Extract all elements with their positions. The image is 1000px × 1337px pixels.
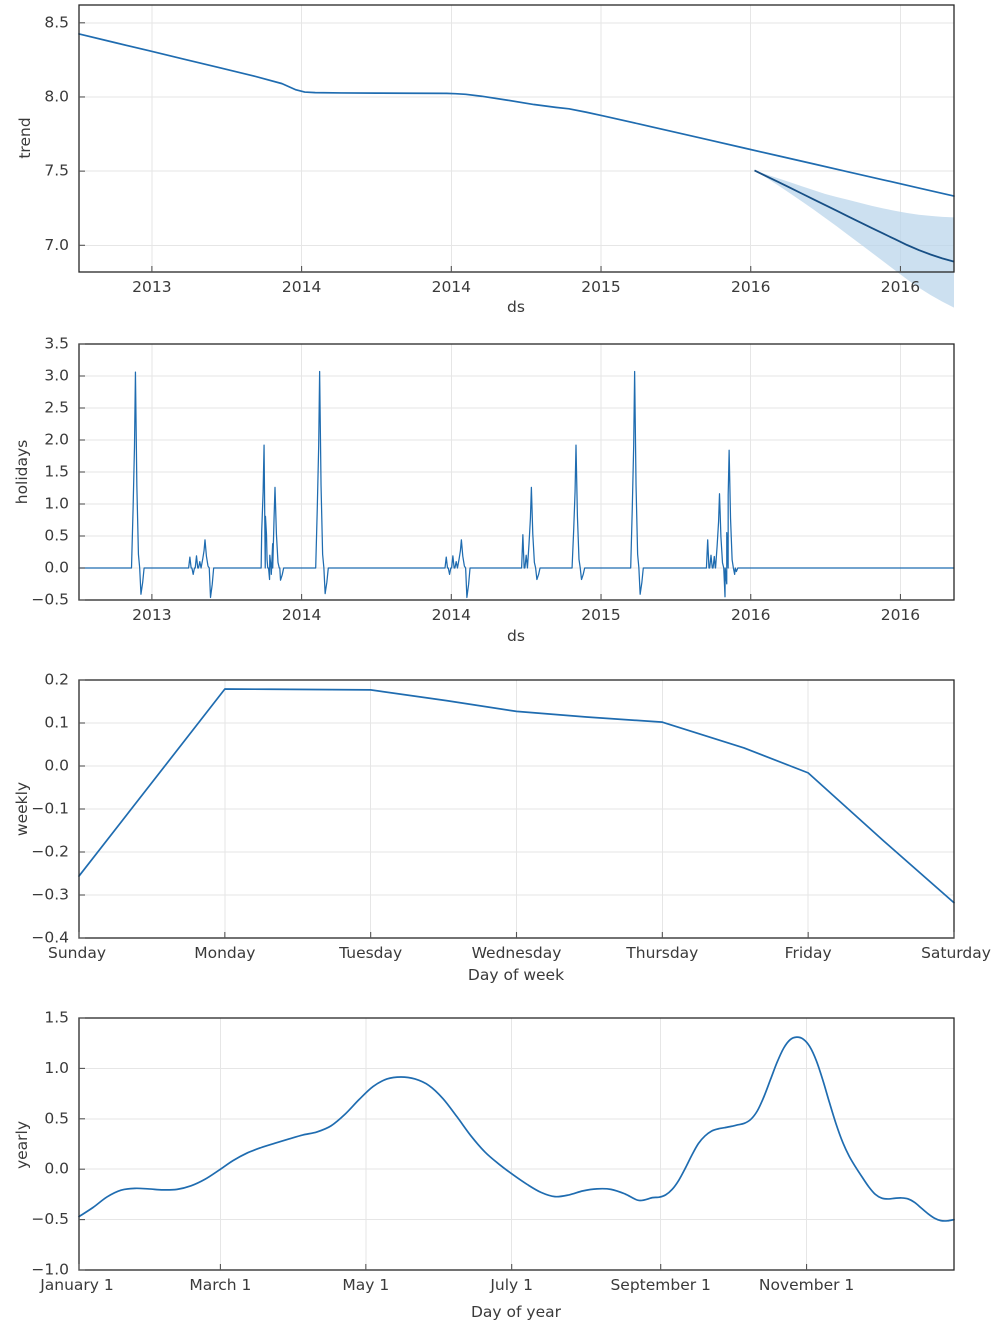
y-tick-label: −0.5 bbox=[31, 591, 69, 609]
y-tick-label: 7.5 bbox=[44, 162, 69, 180]
y-tick-label: 1.5 bbox=[44, 463, 69, 481]
holidays-yaxis-title: holidays bbox=[13, 440, 31, 505]
x-tick-label: 2015 bbox=[581, 278, 620, 296]
x-tick-label: 2016 bbox=[731, 606, 770, 624]
x-tick-label: Wednesday bbox=[472, 944, 562, 962]
x-tick-label: November 1 bbox=[759, 1276, 854, 1294]
y-tick-label: −0.1 bbox=[31, 800, 69, 818]
y-tick-label: 2.0 bbox=[44, 431, 69, 449]
y-tick-label: 0.0 bbox=[44, 1160, 69, 1178]
forecast-center-line bbox=[754, 169, 955, 263]
x-tick-label: September 1 bbox=[610, 1276, 710, 1294]
yearly-yaxis-title: yearly bbox=[13, 1121, 31, 1169]
x-tick-label: Tuesday bbox=[338, 944, 402, 962]
weekly-gridlines bbox=[79, 680, 954, 938]
x-tick-label: May 1 bbox=[342, 1276, 389, 1294]
y-tick-label: 8.5 bbox=[44, 13, 69, 31]
holidays-chart: −0.50.00.51.01.52.02.53.03.5 2013 2014 201… bbox=[13, 335, 955, 645]
x-tick-label: 2014 bbox=[282, 606, 321, 624]
y-tick-label: −0.4 bbox=[31, 929, 69, 947]
trend-chart: 7.0 7.5 8.0 8.5 2013 2014 2014 2015 2016 2016 ds… bbox=[16, 4, 955, 316]
yearly-series-line bbox=[78, 1036, 955, 1222]
x-tick-label: 2016 bbox=[731, 278, 770, 296]
y-tick-label: 0.0 bbox=[44, 559, 69, 577]
weekly-xaxis-title: Day of week bbox=[468, 966, 564, 984]
trend-xaxis-title: ds bbox=[507, 298, 525, 316]
x-tick-label: Sunday bbox=[48, 944, 106, 962]
holidays-y-tick-labels: −0.5 0.0 0.5 1.0 1.5 2.0 2.5 3.0 3.5 bbox=[31, 335, 69, 609]
weekly-tick-marks bbox=[78, 679, 955, 939]
x-tick-label: 2014 bbox=[282, 278, 321, 296]
weekly-yaxis-title: weekly bbox=[13, 782, 31, 836]
weekly-panel: −0.4 −0.3 −0.2 −0.1 0.0 0.1 0.2 Sunday Monday Tu… bbox=[0, 655, 1000, 995]
x-tick-label: Saturday bbox=[921, 944, 991, 962]
x-tick-label: Thursday bbox=[625, 944, 698, 962]
trend-uncertainty-band bbox=[754, 170, 954, 308]
y-tick-label: 8.0 bbox=[44, 87, 69, 105]
weekly-chart: −0.4 −0.3 −0.2 −0.1 0.0 0.1 0.2 Sunday Monday Tu… bbox=[13, 671, 991, 985]
y-tick-label: −0.5 bbox=[31, 1210, 69, 1228]
x-tick-label: 2013 bbox=[132, 606, 171, 624]
y-tick-label: 2.5 bbox=[44, 399, 69, 417]
yearly-xaxis-title: Day of year bbox=[471, 1303, 562, 1321]
x-tick-label: July 1 bbox=[489, 1276, 533, 1294]
x-tick-label: 2014 bbox=[432, 278, 471, 296]
trend-panel: 7.0 7.5 8.0 8.5 2013 2014 2014 2015 2016 2016 ds… bbox=[0, 0, 1000, 320]
trend-yaxis-title: trend bbox=[16, 117, 34, 158]
trend-x-tick-labels: 2013 2014 2014 2015 2016 2016 bbox=[132, 278, 920, 296]
y-tick-label: 0.5 bbox=[44, 1109, 69, 1127]
holidays-panel: −0.5 0.0 0.5 1.0 1.5 2.0 2.5 3.0 3.5 2013 2014 201… bbox=[0, 320, 1000, 655]
y-tick-label: 1.0 bbox=[44, 495, 69, 513]
trend-axes-frame bbox=[78, 4, 955, 273]
y-tick-label: 0.1 bbox=[44, 714, 69, 732]
holidays-tick-marks bbox=[79, 343, 902, 601]
holidays-xaxis-title: ds bbox=[507, 627, 525, 645]
x-tick-label: 2016 bbox=[881, 606, 920, 624]
trend-y-tick-labels: 7.0 7.5 8.0 8.5 bbox=[44, 13, 69, 254]
trend-gridlines bbox=[79, 5, 954, 272]
y-tick-label: 0.5 bbox=[44, 527, 69, 545]
x-tick-label: March 1 bbox=[189, 1276, 251, 1294]
x-tick-label: Monday bbox=[194, 944, 255, 962]
holidays-x-tick-labels: 2013 2014 2014 2015 2016 2016 bbox=[132, 606, 920, 624]
y-tick-label: 1.0 bbox=[44, 1059, 69, 1077]
yearly-gridlines bbox=[79, 1018, 954, 1270]
trend-tick-marks bbox=[79, 22, 902, 272]
yearly-axes-frame bbox=[78, 1017, 955, 1271]
trend-series-line bbox=[78, 33, 955, 197]
x-tick-label: Friday bbox=[785, 944, 832, 962]
y-tick-label: −0.2 bbox=[31, 843, 69, 861]
y-tick-label: 7.0 bbox=[44, 236, 69, 254]
weekly-x-tick-labels: Sunday Monday Tuesday Wednesday Thursday Frid… bbox=[48, 944, 991, 962]
y-tick-label: 0.0 bbox=[44, 757, 69, 775]
x-tick-label: 2014 bbox=[432, 606, 471, 624]
holidays-gridlines bbox=[79, 344, 954, 600]
x-tick-label: 2015 bbox=[581, 606, 620, 624]
yearly-tick-marks bbox=[78, 1017, 808, 1271]
weekly-y-tick-labels: −0.4 −0.3 −0.2 −0.1 0.0 0.1 0.2 bbox=[31, 671, 69, 947]
holidays-series-line bbox=[78, 370, 955, 599]
y-tick-label: 0.2 bbox=[44, 671, 69, 689]
y-tick-label: −0.3 bbox=[31, 886, 69, 904]
x-tick-label: January 1 bbox=[39, 1276, 114, 1294]
x-tick-label: 2013 bbox=[132, 278, 171, 296]
weekly-series-line bbox=[78, 688, 955, 904]
yearly-panel: −1.0 −0.5 0.0 0.5 1.0 1.5 January 1 March 1 May… bbox=[0, 995, 1000, 1337]
yearly-y-tick-labels: −1.0 −0.5 0.0 0.5 1.0 1.5 bbox=[31, 1009, 69, 1279]
x-tick-label: 2016 bbox=[881, 278, 920, 296]
yearly-x-tick-labels: January 1 March 1 May 1 July 1 September 1 No… bbox=[39, 1276, 854, 1294]
y-tick-label: −1.0 bbox=[31, 1261, 69, 1279]
y-tick-label: 3.5 bbox=[44, 335, 69, 353]
y-tick-label: 3.0 bbox=[44, 367, 69, 385]
uncertainty-region bbox=[754, 170, 954, 308]
yearly-chart: −1.0 −0.5 0.0 0.5 1.0 1.5 January 1 March 1 May… bbox=[13, 1009, 955, 1321]
y-tick-label: 1.5 bbox=[44, 1009, 69, 1027]
